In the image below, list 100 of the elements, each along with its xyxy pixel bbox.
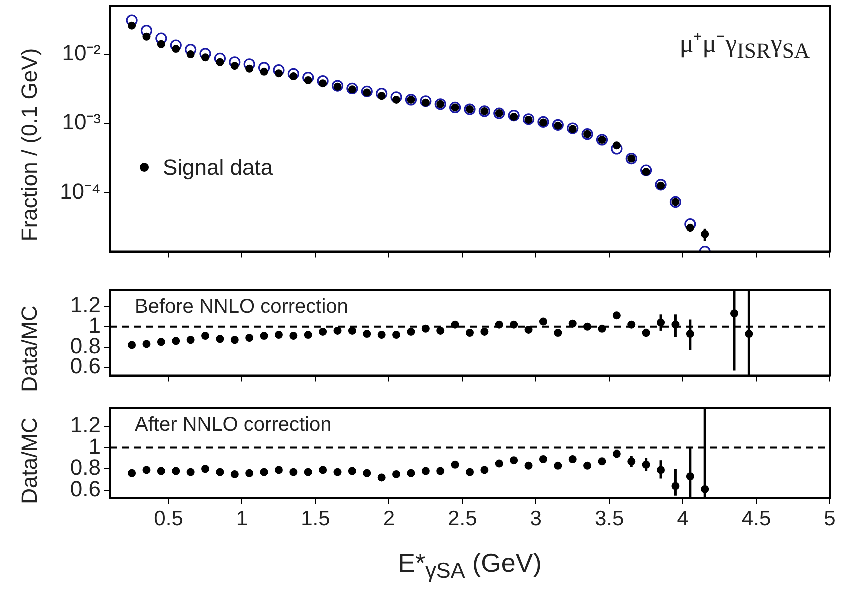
point <box>246 469 254 478</box>
point <box>288 68 300 80</box>
point <box>260 68 268 76</box>
point <box>260 468 268 476</box>
point <box>480 466 489 474</box>
point <box>436 467 445 476</box>
x-tick-label: 4.5 <box>742 507 772 530</box>
point <box>246 64 254 73</box>
point <box>200 48 212 60</box>
point <box>554 462 562 470</box>
point <box>422 467 430 476</box>
point <box>202 332 210 340</box>
point <box>319 466 328 474</box>
point <box>392 330 401 339</box>
point <box>290 468 298 476</box>
point <box>346 82 358 94</box>
point <box>156 32 168 44</box>
point <box>655 178 667 191</box>
point <box>317 75 329 87</box>
point <box>260 332 268 340</box>
point <box>186 468 195 476</box>
point <box>451 320 460 329</box>
point <box>466 328 474 337</box>
point <box>567 122 579 134</box>
point <box>684 218 696 230</box>
point <box>142 466 151 474</box>
x-tick-label: 5 <box>824 507 836 530</box>
point <box>407 469 416 478</box>
y-axis-title: Fraction / (0.1 GeV) <box>17 48 43 242</box>
point <box>524 462 533 470</box>
point <box>128 469 136 478</box>
point <box>172 467 180 476</box>
y-axis-title: Data/MC <box>17 306 43 392</box>
point <box>214 52 226 64</box>
point <box>140 24 153 36</box>
point <box>290 332 298 340</box>
point <box>640 164 652 176</box>
point <box>302 72 314 84</box>
x-tick-label: 1 <box>236 507 248 530</box>
point <box>202 464 210 473</box>
point <box>157 338 166 346</box>
point <box>522 113 535 126</box>
point <box>157 40 166 48</box>
point <box>186 50 195 58</box>
point <box>185 44 197 56</box>
point <box>334 326 342 335</box>
point <box>510 456 518 464</box>
x-tick-label: 0.5 <box>154 507 184 530</box>
point <box>348 467 356 476</box>
point <box>451 460 460 469</box>
point <box>538 116 550 128</box>
x-tick-label: 3 <box>530 507 542 530</box>
point <box>142 32 151 41</box>
point <box>510 320 518 329</box>
point <box>436 326 445 335</box>
point <box>332 80 344 92</box>
x-tick-label: 2 <box>383 507 396 530</box>
point <box>142 340 151 348</box>
point <box>157 467 166 476</box>
y-axis-title: Data/MC <box>17 418 43 504</box>
point <box>128 341 136 350</box>
y-tick-label: 10⁻² <box>62 40 101 66</box>
point <box>363 330 372 338</box>
point <box>348 326 356 335</box>
point <box>274 466 283 474</box>
point <box>363 469 372 478</box>
point <box>229 56 241 68</box>
y-tick-label: 10⁻³ <box>62 110 101 135</box>
annotation: After NNLO correction <box>135 414 332 437</box>
point <box>273 64 285 76</box>
x-tick-label: 1.5 <box>301 507 330 530</box>
point <box>392 470 401 478</box>
point <box>524 326 533 334</box>
point <box>304 468 312 476</box>
legend-label: Signal data <box>163 154 274 181</box>
point <box>611 142 623 155</box>
point <box>539 455 548 464</box>
point <box>258 62 270 74</box>
point <box>334 468 342 476</box>
x-axis-title: E*$_{γSA}$ (GeV) <box>398 548 542 584</box>
point <box>495 460 504 468</box>
x-tick-label: 2.5 <box>448 507 478 530</box>
x-tick-label: 4 <box>677 507 690 530</box>
point <box>186 336 195 344</box>
point <box>230 336 239 344</box>
point <box>378 473 386 482</box>
point <box>378 330 386 339</box>
point <box>170 40 182 52</box>
point <box>126 14 138 26</box>
point <box>552 119 564 131</box>
point <box>230 470 239 478</box>
point <box>420 95 432 107</box>
point <box>244 58 256 70</box>
annotation: μ⁺μ⁻γ$_{ISR}$γ$_{SA}$ <box>680 28 810 64</box>
point <box>361 86 373 98</box>
point <box>508 110 520 122</box>
point <box>407 328 416 336</box>
point <box>216 468 224 476</box>
point <box>216 334 224 343</box>
point <box>466 468 474 476</box>
